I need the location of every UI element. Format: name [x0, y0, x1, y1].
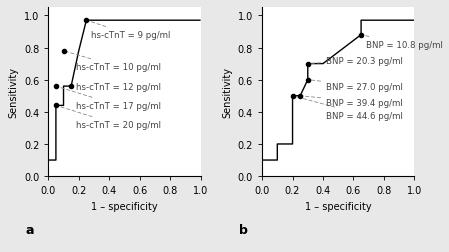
- Text: BNP = 44.6 pg/ml: BNP = 44.6 pg/ml: [295, 97, 403, 120]
- Text: hs-cTnT = 10 pg/ml: hs-cTnT = 10 pg/ml: [66, 52, 161, 72]
- Text: hs-cTnT = 12 pg/ml: hs-cTnT = 12 pg/ml: [71, 82, 161, 91]
- Text: BNP = 39.4 pg/ml: BNP = 39.4 pg/ml: [303, 97, 403, 107]
- Text: BNP = 27.0 pg/ml: BNP = 27.0 pg/ml: [311, 81, 403, 91]
- Y-axis label: Sensitivity: Sensitivity: [9, 67, 18, 118]
- X-axis label: 1 – specificity: 1 – specificity: [91, 201, 158, 211]
- Text: hs-cTnT = 20 pg/ml: hs-cTnT = 20 pg/ml: [58, 107, 161, 130]
- Text: b: b: [239, 224, 248, 236]
- Text: BNP = 20.3 pg/ml: BNP = 20.3 pg/ml: [311, 57, 403, 66]
- X-axis label: 1 – specificity: 1 – specificity: [305, 201, 372, 211]
- Text: a: a: [26, 224, 34, 236]
- Text: hs-cTnT = 9 pg/ml: hs-cTnT = 9 pg/ml: [89, 22, 170, 40]
- Text: BNP = 10.8 pg/ml: BNP = 10.8 pg/ml: [364, 36, 443, 50]
- Text: hs-cTnT = 17 pg/ml: hs-cTnT = 17 pg/ml: [58, 88, 161, 110]
- Y-axis label: Sensitivity: Sensitivity: [222, 67, 232, 118]
